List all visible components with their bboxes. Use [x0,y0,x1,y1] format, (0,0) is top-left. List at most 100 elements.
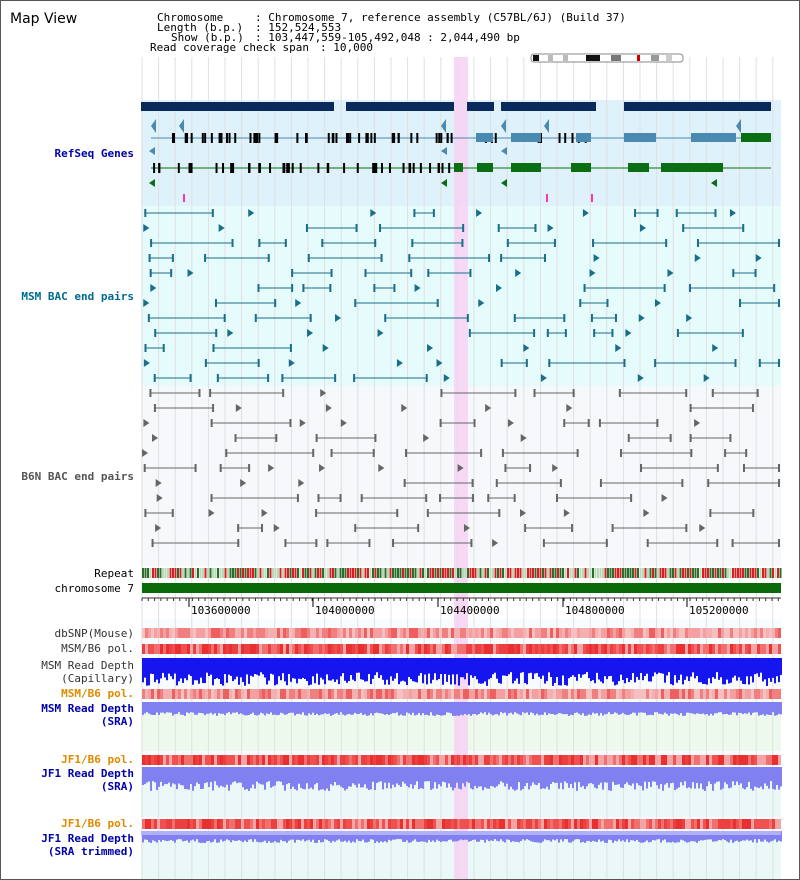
jf1-sra-depth-bar [192,767,194,791]
gene-tick [183,194,185,202]
gene-exon [184,133,187,143]
msm-sra-depth-bar [238,702,240,715]
msm-b6-pol2-strip [388,689,391,699]
gene-exon [177,163,180,173]
msm-b6-pol-strip [607,644,610,654]
jf1-trim-depth-bar [362,831,364,840]
b6n-bac-pair-end [533,389,536,397]
repeat-feature [574,568,577,578]
msm-bac-pair-end [427,269,430,277]
track-label-b6n-bac[interactable]: B6N BAC end pairs [21,470,134,483]
gene-exon [286,163,289,173]
jf1-trim-depth-bar [414,831,416,840]
dbsnp-strip [592,628,595,638]
repeat-feature [762,568,764,578]
msm-bac-pair-end [309,314,312,322]
msm-bac-pair-end [500,359,503,367]
msm-b6-pol-strip [682,644,685,654]
repeat-feature [712,568,714,578]
jf1-trim-depth-bar [422,831,424,842]
jf1-trim-depth-bar [478,831,480,842]
msm-b6-pol2-strip [382,689,385,699]
gene-arrow-icon [501,147,507,155]
repeat-feature [532,568,534,578]
ideogram-band [563,55,568,61]
msm-b6-pol-strip [736,644,739,654]
msm-b6-pol-strip [151,644,154,654]
msm-b6-pol2-strip [481,689,484,699]
repeat-feature [504,568,507,578]
jf1-b6-pol-strip [391,755,394,765]
jf1-b6-pol-strip [664,755,667,765]
msm-b6-pol-strip [643,644,646,654]
b6n-bac-pair-end [745,449,748,457]
gene-exon [283,163,286,173]
msm-bac-pair-end [330,269,333,277]
msm-cap-depth-bar [778,658,780,683]
gene-exon [204,133,207,143]
msm-b6-pol-strip [172,644,175,654]
msm-cap-depth-bar [166,658,168,681]
msm-bac-pair-end [432,209,435,217]
msm-bac-arrow-icon [755,254,762,262]
msm-bac-pair-end [579,299,582,307]
jf1-trim-depth-bar [176,831,178,840]
msm-b6-pol2-strip [640,689,643,699]
msm-sra-depth-bar [446,702,448,713]
msm-bac-pair-end [663,284,666,292]
msm-sra-depth-bar [306,702,308,716]
dbsnp-strip [361,628,364,638]
b6n-bac-pair-end [752,509,755,517]
dbsnp-strip [541,628,544,638]
b6n-bac-pair-end [716,464,719,472]
jf1-trim-depth-bar [152,831,154,841]
dbsnp-strip [442,628,445,638]
jf1-sra-depth-bar [296,767,298,791]
repeat-feature [334,568,337,578]
jf1-sra-depth-bar [564,767,566,782]
dbsnp-strip [691,628,694,638]
msm-cap-depth-bar [756,658,758,674]
msm-cap-depth-bar [428,658,430,674]
jf1-sra-depth-bar [322,767,324,790]
msm-cap-depth-bar [306,658,308,682]
gene-block [691,133,736,142]
dbsnp-strip [688,628,691,638]
msm-sra-depth-bar [320,702,322,715]
msm-sra-depth-bar [268,702,270,715]
msm-b6-pol2-strip [634,689,637,699]
jf1-trim-depth-bar [500,831,502,840]
jf1-trim-depth-bar [346,831,348,843]
repeat-feature [557,568,559,578]
jf1-sra-depth-bar [270,767,272,788]
jf1-trim-depth-bar [330,831,332,843]
msm-b6-pol-strip [547,644,550,654]
msm-bac-pair-end [289,344,292,352]
msm-b6-pol2-strip [271,689,274,699]
b6n-bac-pair-end [315,509,318,517]
jf1-b6-pol2-strip [514,819,517,829]
msm-b6-pol2-strip [556,689,559,699]
track-label-msm-bac[interactable]: MSM BAC end pairs [21,290,134,303]
msm-cap-depth-bar [222,658,224,686]
msm-b6-pol-strip [529,644,532,654]
repeat-feature [444,568,447,578]
jf1-trim-depth-bar [568,831,570,843]
jf1-b6-pol2-strip [493,819,496,829]
jf1-sra-depth-bar [722,767,724,789]
jf1-b6-pol2-strip [598,819,601,829]
dbsnp-strip [292,628,295,638]
msm-bac-pair-end [546,329,549,337]
msm-bac-pair-end [189,374,192,382]
msm-sra-depth-bar [596,702,598,714]
jf1-trim-depth-bar [506,831,508,840]
msm-b6-pol2-strip [697,689,700,699]
msm-sra-depth-bar [456,702,458,716]
gene-exon [373,133,376,143]
msm-b6-pol-strip [499,644,502,654]
repeat-feature [709,568,712,578]
track-label-refseq[interactable]: RefSeq Genes [54,147,134,160]
jf1-b6-pol-strip [328,755,331,765]
repeat-feature [754,568,757,578]
